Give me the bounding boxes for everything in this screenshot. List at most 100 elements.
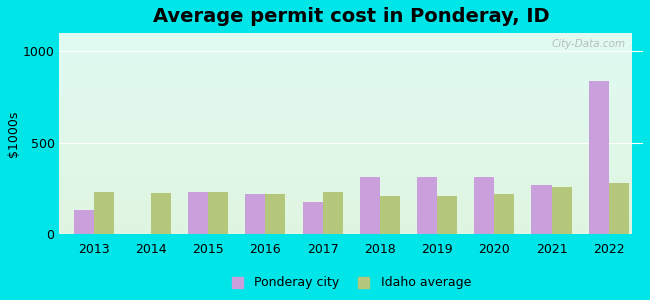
Bar [208, 192, 228, 234]
Bar [59, 47, 632, 48]
Bar [59, 64, 632, 65]
Bar [59, 169, 632, 170]
Bar [59, 165, 632, 166]
Bar [437, 196, 457, 234]
Bar [59, 233, 632, 234]
Bar [59, 57, 632, 58]
Bar [59, 215, 632, 216]
Bar [59, 119, 632, 121]
Bar [59, 210, 632, 211]
Bar [59, 220, 632, 221]
Bar [59, 232, 632, 233]
Title: Average permit cost in Ponderay, ID: Average permit cost in Ponderay, ID [153, 7, 549, 26]
Bar [59, 86, 632, 87]
Bar [59, 72, 632, 73]
Bar [59, 48, 632, 49]
Bar [59, 182, 632, 183]
Bar [59, 200, 632, 201]
Bar [59, 142, 632, 144]
Bar [59, 58, 632, 59]
Bar [589, 81, 609, 234]
Bar [380, 196, 400, 234]
Bar [59, 196, 632, 197]
Bar [59, 203, 632, 204]
Bar [59, 191, 632, 192]
Bar [59, 159, 632, 160]
Bar [59, 66, 632, 67]
Bar [59, 186, 632, 187]
Bar [59, 201, 632, 202]
Bar [59, 178, 632, 179]
Bar [59, 177, 632, 178]
Bar [59, 160, 632, 161]
Bar [59, 50, 632, 51]
Bar [59, 168, 632, 169]
Bar [59, 63, 632, 64]
Bar [59, 219, 632, 220]
Bar [59, 150, 632, 151]
Bar [59, 104, 632, 105]
Bar [59, 79, 632, 80]
Bar [59, 52, 632, 53]
Bar [59, 35, 632, 36]
Bar [59, 54, 632, 55]
Bar [59, 81, 632, 82]
Bar [59, 137, 632, 139]
Bar [417, 177, 437, 234]
Bar [59, 59, 632, 60]
Bar [59, 152, 632, 153]
Bar [59, 195, 632, 196]
Bar [59, 124, 632, 125]
Bar [59, 41, 632, 42]
Bar [59, 140, 632, 141]
Bar [246, 194, 265, 234]
Bar [59, 101, 632, 102]
Bar [303, 202, 322, 234]
Bar [59, 225, 632, 226]
Bar [59, 82, 632, 83]
Bar [59, 171, 632, 172]
Bar [59, 230, 632, 231]
Bar [59, 44, 632, 45]
Bar [59, 68, 632, 69]
Bar [59, 157, 632, 158]
Bar [59, 185, 632, 186]
Bar [59, 166, 632, 167]
Bar [59, 211, 632, 212]
Bar [59, 113, 632, 114]
Bar [59, 148, 632, 150]
Bar [59, 98, 632, 99]
Bar [59, 106, 632, 107]
Bar [59, 61, 632, 62]
Bar [59, 34, 632, 35]
Bar [59, 221, 632, 222]
Bar [59, 94, 632, 95]
Bar [59, 213, 632, 214]
Bar [59, 158, 632, 159]
Bar [59, 39, 632, 40]
Bar [59, 136, 632, 137]
Bar [59, 206, 632, 207]
Bar [59, 107, 632, 108]
Bar [59, 55, 632, 56]
Bar [59, 70, 632, 71]
Bar [59, 121, 632, 122]
Bar [59, 118, 632, 119]
Bar [73, 210, 94, 234]
Bar [59, 145, 632, 146]
Bar [59, 231, 632, 232]
Bar [59, 228, 632, 229]
Bar [59, 204, 632, 205]
Bar [59, 179, 632, 180]
Bar [59, 89, 632, 90]
Bar [59, 49, 632, 50]
Bar [59, 51, 632, 52]
Bar [59, 139, 632, 140]
Bar [59, 91, 632, 92]
Bar [59, 146, 632, 147]
Bar [59, 130, 632, 131]
Bar [59, 78, 632, 79]
Y-axis label: $1000s: $1000s [7, 110, 20, 157]
Bar [59, 69, 632, 70]
Bar [59, 77, 632, 78]
